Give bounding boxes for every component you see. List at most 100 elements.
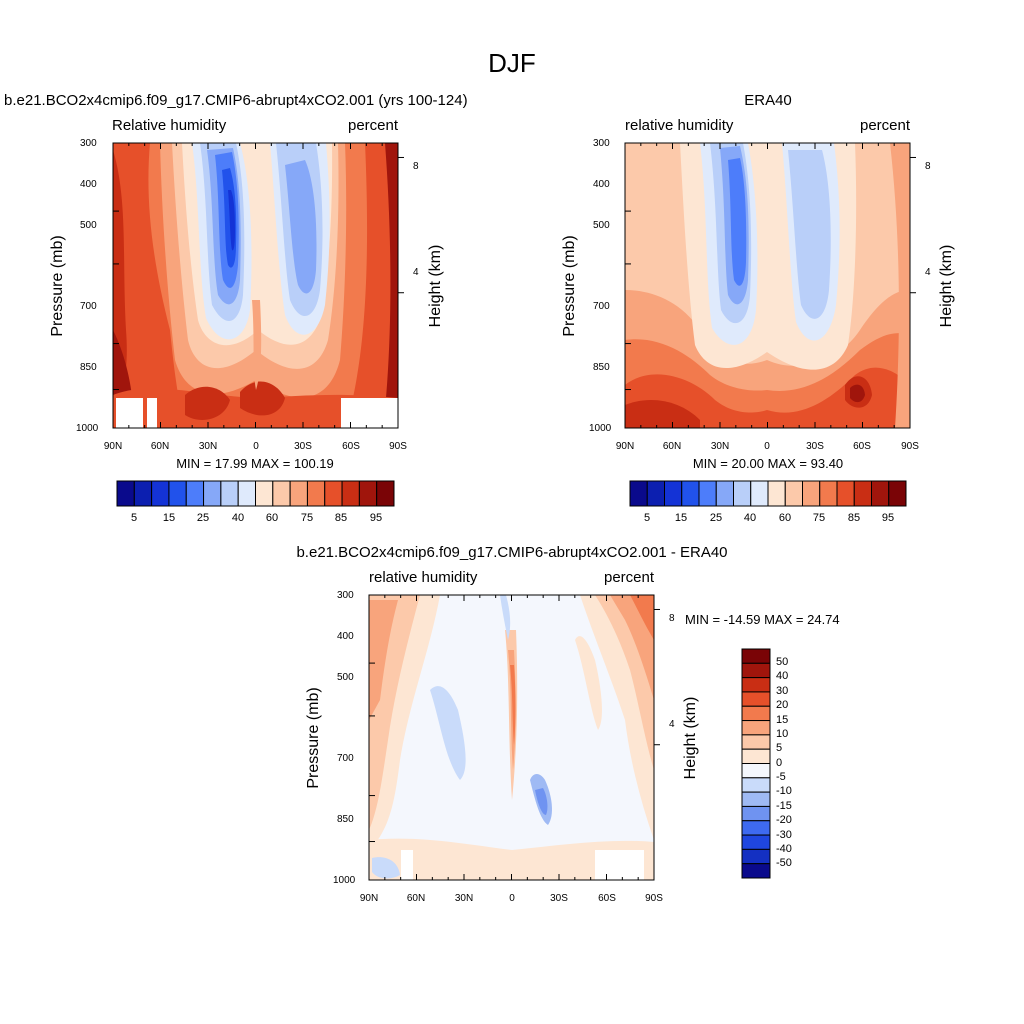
colorbar-swatch [741, 791, 771, 807]
colorbar-swatch [741, 863, 771, 879]
panel1-minmax: MIN = 17.99 MAX = 100.19 [176, 456, 334, 471]
panel2-colorbar-label: 25 [709, 512, 723, 524]
panel3-xtick: 60S [598, 893, 616, 904]
colorbar-swatch [151, 480, 170, 507]
panel3-xtick: 30S [550, 893, 568, 904]
colorbar-swatch [358, 480, 378, 507]
panel3-y2tick: 4 [669, 719, 675, 730]
panel1-xtick: 60S [342, 441, 360, 452]
panel3-colorbar-label: 20 [776, 699, 789, 711]
colorbar-swatch [767, 480, 786, 507]
colorbar-swatch [741, 705, 771, 722]
panel1-title: b.e21.BCO2x4cmip6.f09_g17.CMIP6-abrupt4x… [4, 92, 468, 109]
colorbar-swatch [376, 480, 395, 507]
panel1-colorbar-label: 15 [162, 512, 176, 524]
colorbar-swatch [272, 480, 291, 507]
colorbar-swatch [802, 480, 821, 507]
panel1-ytick: 300 [80, 138, 97, 149]
colorbar-swatch [698, 480, 717, 507]
colorbar-swatch [741, 805, 771, 822]
panel2-colorbar-label: 5 [643, 512, 651, 524]
colorbar-swatch [784, 480, 803, 507]
panel2-xtick: 0 [764, 441, 770, 452]
colorbar-swatch [168, 480, 187, 507]
panel1-colorbar-label: 75 [300, 512, 314, 524]
panel3-title: b.e21.BCO2x4cmip6.f09_g17.CMIP6-abrupt4x… [296, 544, 728, 561]
panel2-colorbar-label: 60 [778, 512, 792, 524]
colorbar-swatch [741, 734, 771, 750]
colorbar-swatch [750, 480, 769, 507]
colorbar-swatch [741, 820, 771, 836]
panel2-y2tick: 8 [925, 161, 931, 172]
panel1-tick-marks [112, 142, 404, 429]
panel3-tick-marks [368, 594, 660, 881]
panel1-left-subtitle: Relative humidity [112, 117, 227, 134]
panel3-colorbar-label: -30 [776, 829, 792, 841]
panel1-ytick: 1000 [76, 423, 99, 434]
panel2-right-subtitle: percent [860, 117, 911, 134]
panel2-colorbar-label: 95 [881, 512, 895, 524]
panel2-xtick: 90S [901, 441, 919, 452]
panel2-left-subtitle: relative humidity [625, 117, 734, 134]
panel1-ytick: 400 [80, 179, 97, 190]
panel3-ytick: 850 [337, 814, 354, 825]
panel3-xtick: 90S [645, 893, 663, 904]
colorbar-swatch [664, 480, 683, 507]
panel3-ytick: 700 [337, 753, 354, 764]
colorbar-swatch [341, 480, 360, 507]
panel1-colorbar-label: 5 [130, 512, 138, 524]
panel2-colorbar-label: 15 [674, 512, 688, 524]
panel3-colorbar-label: 0 [776, 757, 783, 769]
colorbar-swatch [133, 480, 153, 507]
panel2-colorbar-label: 40 [743, 512, 757, 524]
panel2-colorbar [629, 480, 907, 507]
panel2-contour-field [625, 143, 910, 428]
panel1-colorbar [116, 480, 395, 507]
panel3-colorbar-label: -10 [776, 785, 792, 797]
panel1-ytick: 850 [80, 362, 97, 373]
colorbar-swatch [741, 748, 771, 764]
panel3-xtick: 90N [359, 893, 379, 904]
panel2-xtick: 90N [615, 441, 635, 452]
colorbar-swatch [741, 648, 771, 664]
panel2-minmax: MIN = 20.00 MAX = 93.40 [692, 456, 844, 471]
panel1-ytick: 500 [80, 220, 97, 231]
colorbar-swatch [733, 480, 752, 507]
panel1-colorbar-label: 95 [369, 512, 383, 524]
panel3-xtick: 0 [509, 893, 515, 904]
panel3-ytick: 1000 [333, 875, 356, 886]
colorbar-swatch [646, 480, 665, 507]
panel3-xtick: 30N [454, 893, 474, 904]
colorbar-swatch [681, 480, 700, 507]
panel1-xtick: 30N [198, 441, 218, 452]
panel3-contour-field [369, 595, 654, 880]
panel2-title: ERA40 [744, 92, 792, 109]
panel3-colorbar-label: 15 [776, 714, 789, 726]
colorbar-swatch [220, 480, 239, 507]
figure-title: DJF [488, 48, 536, 78]
colorbar-swatch [255, 480, 274, 507]
colorbar-swatch [116, 480, 135, 507]
panel2-colorbar-label: 75 [812, 512, 826, 524]
colorbar-swatch [324, 480, 343, 507]
colorbar-swatch [741, 777, 771, 793]
panel3-colorbar-label: 40 [776, 670, 789, 682]
panel3-colorbar-label: 50 [776, 656, 789, 668]
panel2-ytick: 700 [593, 301, 610, 312]
colorbar-swatch [741, 662, 771, 679]
panel2-xtick: 30S [806, 441, 824, 452]
panel3-y2tick: 8 [669, 613, 675, 624]
colorbar-swatch [715, 480, 734, 507]
colorbar-swatch [741, 720, 771, 736]
panel2-ytick: 500 [593, 220, 610, 231]
panel3-colorbar-label: 30 [776, 685, 789, 697]
panel2-ytick: 300 [593, 138, 610, 149]
panel3-ytick: 500 [337, 672, 354, 683]
panel2-ytick: 1000 [589, 423, 612, 434]
panel3-left-subtitle: relative humidity [369, 569, 478, 586]
panel3-minmax: MIN = -14.59 MAX = 24.74 [685, 612, 840, 627]
panel1-colorbar-label: 40 [231, 512, 245, 524]
panel3-colorbar-label: -40 [776, 843, 792, 855]
colorbar-swatch [306, 480, 326, 507]
